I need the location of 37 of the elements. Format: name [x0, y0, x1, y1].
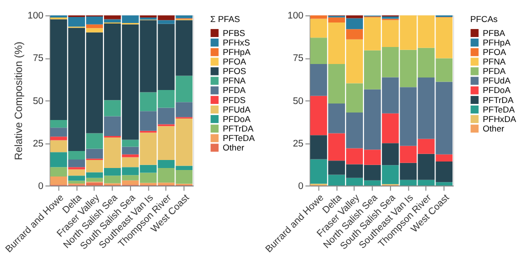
- legend-label: PFDA: [222, 85, 246, 96]
- legend-label: PFTrDA: [482, 94, 514, 105]
- legend-label: PFNA: [222, 76, 246, 86]
- y-tick-label: 50: [292, 96, 304, 107]
- y-tick-label: 25: [32, 138, 44, 150]
- legend-label: PFUdA: [222, 104, 251, 114]
- legend-label: PFDS: [222, 94, 246, 105]
- legend-label: PFDoA: [482, 85, 511, 96]
- legend-label: PFTrDA: [222, 123, 254, 134]
- y-tick-label: 75: [32, 53, 44, 64]
- legend-label: PFTeDA: [222, 133, 255, 144]
- y-tick-label: 0: [38, 180, 44, 192]
- legend-label: PFUdA: [482, 76, 511, 86]
- y-tick-label: 25: [292, 138, 304, 150]
- y-tick-label: 100: [28, 10, 44, 22]
- legend-label: PFHpA: [222, 47, 251, 58]
- y-axis-title: Relative Composition (%): [12, 42, 25, 160]
- legend-label: Other: [482, 123, 504, 134]
- legend-label: PFBA: [482, 28, 506, 38]
- legend-label: PFDoA: [222, 114, 251, 124]
- legend-label: Other: [222, 142, 244, 153]
- legend-title: PFCAs: [470, 14, 498, 24]
- legend-label: PFHxS: [222, 37, 250, 48]
- legend-label: PFTeDA: [482, 104, 515, 114]
- legend-label: PFOA: [222, 56, 246, 67]
- legend-label: PFHpA: [482, 37, 511, 48]
- legend-label: PFHxDA: [482, 114, 516, 124]
- legend-label: PFNA: [482, 56, 506, 67]
- y-tick-label: 50: [32, 96, 44, 107]
- legend-label: PFDA: [482, 66, 506, 76]
- legend-title: Σ PFAS: [210, 14, 240, 24]
- legend-label: PFBS: [222, 28, 246, 38]
- y-tick-label: 100: [288, 10, 304, 22]
- y-tick-label: 75: [292, 53, 304, 64]
- legend-label: PFOS: [222, 66, 246, 76]
- y-tick-label: 0: [298, 180, 304, 192]
- legend-label: PFOA: [482, 47, 506, 58]
